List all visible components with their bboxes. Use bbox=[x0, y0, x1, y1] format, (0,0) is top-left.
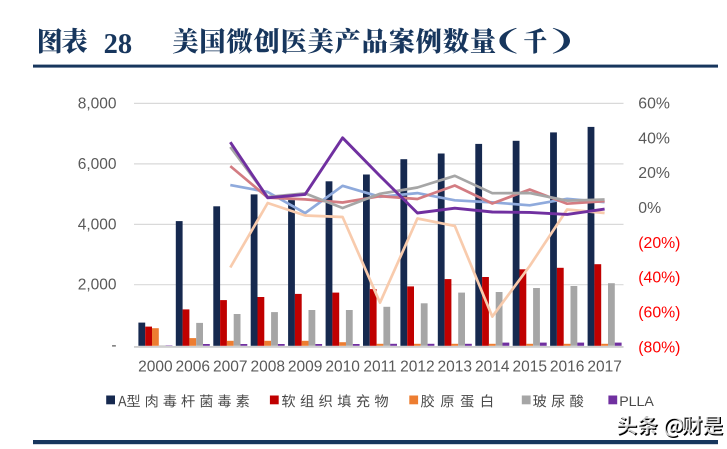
svg-text:8,000: 8,000 bbox=[78, 95, 117, 112]
svg-text:(80%): (80%) bbox=[638, 339, 680, 356]
svg-text:2012: 2012 bbox=[400, 358, 434, 375]
svg-text:(40%): (40%) bbox=[638, 270, 680, 287]
svg-text:6,000: 6,000 bbox=[78, 156, 117, 173]
svg-text:0%: 0% bbox=[638, 200, 661, 217]
svg-text:2000: 2000 bbox=[138, 358, 173, 375]
svg-text:(60%): (60%) bbox=[638, 305, 680, 322]
svg-text:2017: 2017 bbox=[587, 358, 621, 375]
svg-text:28: 28 bbox=[104, 29, 133, 60]
svg-text:20%: 20% bbox=[638, 165, 670, 182]
svg-text:2,000: 2,000 bbox=[78, 277, 117, 294]
svg-text:-: - bbox=[111, 337, 116, 354]
svg-text:2011: 2011 bbox=[363, 358, 396, 375]
svg-text:4,000: 4,000 bbox=[78, 216, 117, 233]
svg-text:60%: 60% bbox=[638, 96, 670, 113]
svg-text:2014: 2014 bbox=[475, 358, 510, 375]
svg-text:2006: 2006 bbox=[176, 358, 210, 375]
svg-text:2009: 2009 bbox=[288, 358, 322, 375]
svg-text:(20%): (20%) bbox=[638, 235, 680, 252]
svg-text:2010: 2010 bbox=[325, 358, 360, 375]
svg-text:2013: 2013 bbox=[438, 358, 472, 375]
svg-text:2007: 2007 bbox=[213, 358, 247, 375]
svg-text:PLLA: PLLA bbox=[619, 394, 654, 410]
svg-text:40%: 40% bbox=[638, 130, 670, 147]
svg-text:2015: 2015 bbox=[512, 358, 546, 375]
svg-text:2008: 2008 bbox=[250, 358, 284, 375]
svg-text:2016: 2016 bbox=[550, 358, 584, 375]
